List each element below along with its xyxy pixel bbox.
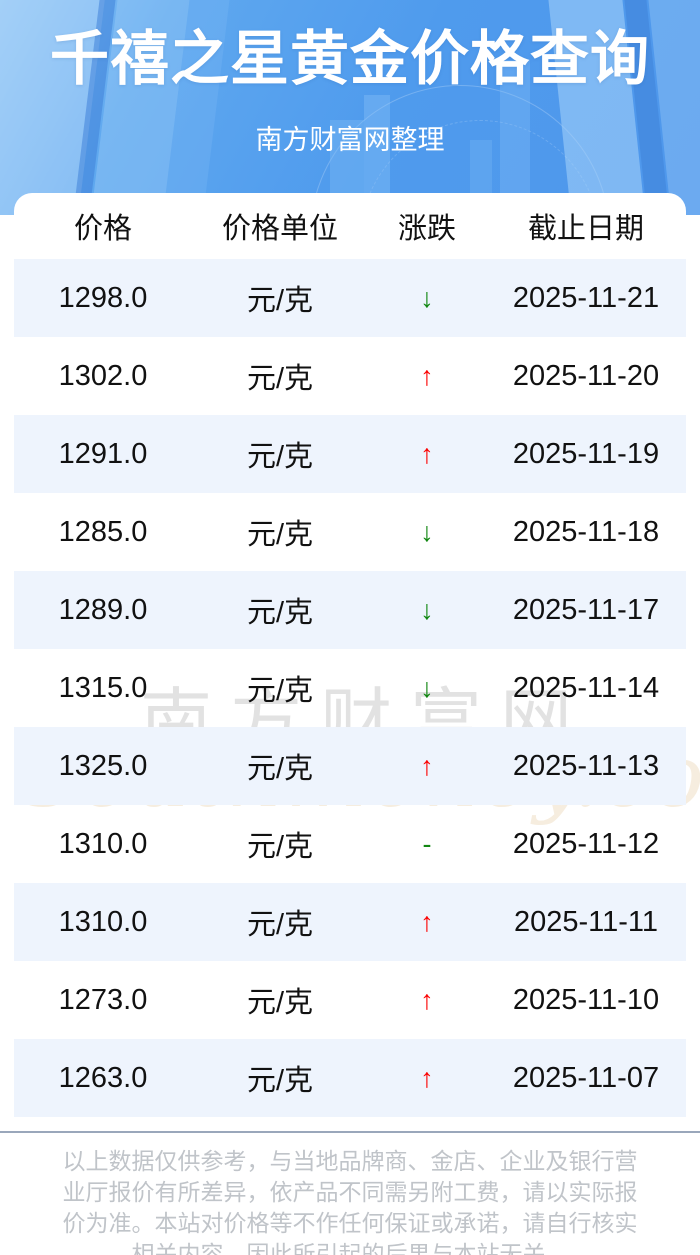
cell-unit: 元/克 <box>246 831 314 863</box>
column-header-change: 涨跌 <box>397 213 456 245</box>
column-header-unit: 价格单位 <box>221 213 338 245</box>
cell-price: 1285.0 <box>58 515 148 548</box>
table-row: 1310.0 元/克 - 2025-11-12 <box>14 805 686 883</box>
cell-unit: 元/克 <box>246 753 314 785</box>
footer-divider <box>0 1131 700 1133</box>
banner-building-tall <box>500 60 530 215</box>
cell-date: 2025-11-07 <box>512 1061 660 1094</box>
cell-unit: 元/克 <box>246 519 314 551</box>
arrow-down-icon: ↓ <box>368 282 486 315</box>
arrow-down-icon: ↓ <box>368 672 486 705</box>
column-header-date: 截止日期 <box>527 213 644 245</box>
cell-price: 1310.0 <box>58 905 148 938</box>
cell-date: 2025-11-14 <box>512 671 660 704</box>
arrow-up-icon: ↑ <box>368 750 486 783</box>
change-glyph: ↑ <box>420 1062 434 1093</box>
cell-date: 2025-11-20 <box>512 359 660 392</box>
content-card <box>14 193 686 1133</box>
change-glyph: ↑ <box>420 984 434 1015</box>
cell-unit: 元/克 <box>246 441 314 473</box>
change-glyph: ↓ <box>420 594 434 625</box>
change-glyph: ↓ <box>420 282 434 313</box>
table-row: 1289.0 元/克 ↓ 2025-11-17 <box>14 571 686 649</box>
cell-unit: 元/克 <box>246 675 314 707</box>
dash-flat-icon: - <box>368 828 486 861</box>
arrow-down-icon: ↓ <box>368 594 486 627</box>
table-header-row: 价格 价格单位 涨跌 截止日期 <box>14 193 686 259</box>
table-row: 1315.0 元/克 ↓ 2025-11-14 <box>14 649 686 727</box>
cell-price: 1310.0 <box>58 827 148 860</box>
change-glyph: ↑ <box>420 360 434 391</box>
cell-date: 2025-11-19 <box>512 437 660 470</box>
cell-unit: 元/克 <box>246 1065 314 1097</box>
page-banner: 千禧之星黄金价格查询 南方财富网整理 <box>0 0 700 215</box>
cell-date: 2025-11-13 <box>512 749 660 782</box>
table-row: 1302.0 元/克 ↑ 2025-11-20 <box>14 337 686 415</box>
table-row: 1298.0 元/克 ↓ 2025-11-21 <box>14 259 686 337</box>
table-row: 1273.0 元/克 ↑ 2025-11-10 <box>14 961 686 1039</box>
arrow-down-icon: ↓ <box>368 516 486 549</box>
cell-price: 1302.0 <box>58 359 148 392</box>
cell-date: 2025-11-10 <box>512 983 660 1016</box>
cell-unit: 元/克 <box>246 597 314 629</box>
cell-date: 2025-11-21 <box>512 281 660 314</box>
arrow-up-icon: ↑ <box>368 1062 486 1095</box>
footer-disclaimer: 以上数据仅供参考，与当地品牌商、金店、企业及银行营业厅报价有所差异，依产品不同需… <box>62 1148 638 1255</box>
column-header-price: 价格 <box>73 213 132 245</box>
change-glyph: ↑ <box>420 906 434 937</box>
cell-price: 1298.0 <box>58 281 148 314</box>
arrow-up-icon: ↑ <box>368 438 486 471</box>
cell-price: 1273.0 <box>58 983 148 1016</box>
change-glyph: ↓ <box>420 672 434 703</box>
page-subtitle: 南方财富网整理 <box>255 125 445 155</box>
page-title: 千禧之星黄金价格查询 <box>49 26 650 92</box>
cell-unit: 元/克 <box>246 285 314 317</box>
cell-price: 1315.0 <box>58 671 148 704</box>
table-row: 1285.0 元/克 ↓ 2025-11-18 <box>14 493 686 571</box>
cell-price: 1291.0 <box>58 437 148 470</box>
arrow-up-icon: ↑ <box>368 984 486 1017</box>
cell-date: 2025-11-11 <box>513 905 659 938</box>
table-row: 1291.0 元/克 ↑ 2025-11-19 <box>14 415 686 493</box>
cell-price: 1325.0 <box>58 749 148 782</box>
cell-unit: 元/克 <box>246 909 314 941</box>
cell-date: 2025-11-12 <box>512 827 660 860</box>
arrow-up-icon: ↑ <box>368 906 486 939</box>
table-row: 1310.0 元/克 ↑ 2025-11-11 <box>14 883 686 961</box>
table-row: 1325.0 元/克 ↑ 2025-11-13 <box>14 727 686 805</box>
cell-unit: 元/克 <box>246 363 314 395</box>
cell-price: 1263.0 <box>58 1061 148 1094</box>
cell-price: 1289.0 <box>58 593 148 626</box>
change-glyph: ↓ <box>420 516 434 547</box>
change-glyph: ↑ <box>420 438 434 469</box>
table-row: 1263.0 元/克 ↑ 2025-11-07 <box>14 1039 686 1117</box>
gold-price-table: 价格 价格单位 涨跌 截止日期 1298.0 元/克 ↓ 2025-11-21 1302… <box>14 193 686 1117</box>
arrow-up-icon: ↑ <box>368 360 486 393</box>
change-glyph: - <box>422 828 432 859</box>
change-glyph: ↑ <box>420 750 434 781</box>
cell-date: 2025-11-18 <box>512 515 660 548</box>
cell-date: 2025-11-17 <box>512 593 660 626</box>
cell-unit: 元/克 <box>246 987 314 1019</box>
